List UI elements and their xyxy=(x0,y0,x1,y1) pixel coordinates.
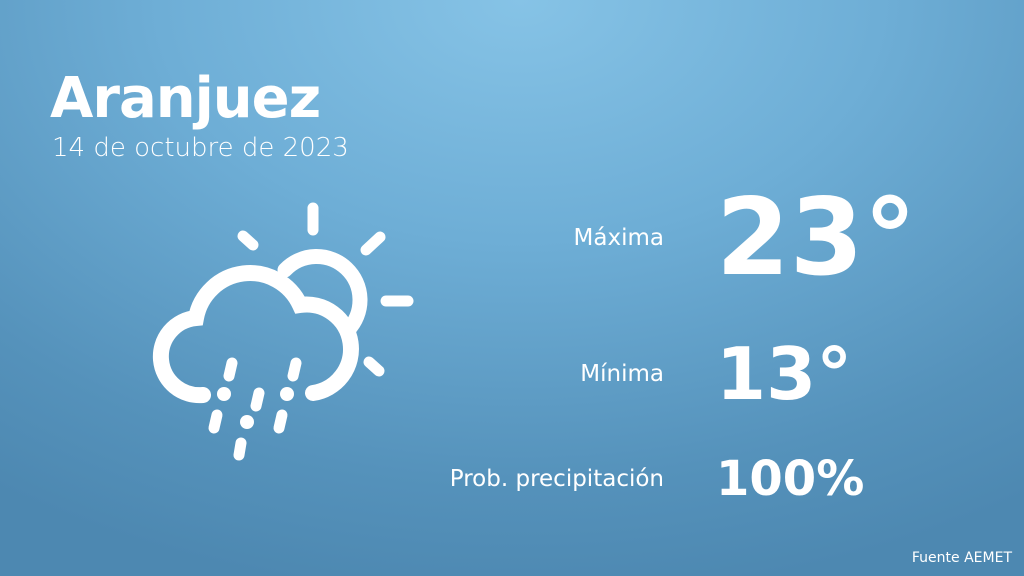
min-value: 13° xyxy=(716,332,853,416)
max-label: Máxima xyxy=(573,225,664,251)
rain-drops-icon xyxy=(208,357,302,461)
city-title: Aranjuez xyxy=(50,66,321,131)
hail-dots-icon xyxy=(217,387,294,429)
sun-rays-icon xyxy=(237,202,414,377)
source-credit: Fuente AEMET xyxy=(911,550,1012,566)
max-value: 23° xyxy=(716,176,917,299)
forecast-date: 14 de octubre de 2023 xyxy=(52,133,349,163)
precip-value: 100% xyxy=(716,451,865,507)
min-label: Mínima xyxy=(580,361,664,387)
cloud-icon xyxy=(152,265,359,404)
precip-label: Prob. precipitación xyxy=(449,466,664,492)
sun-icon xyxy=(277,249,368,338)
